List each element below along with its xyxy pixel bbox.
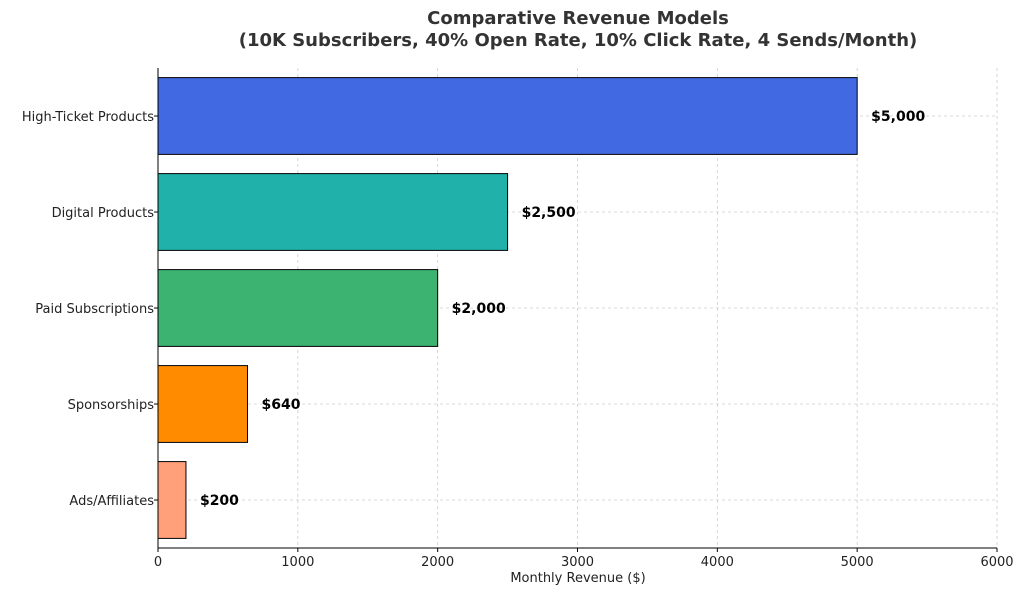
y-tick-label: Paid Subscriptions xyxy=(35,302,154,317)
value-label: $640 xyxy=(261,397,300,413)
value-label: $200 xyxy=(200,493,239,509)
y-tick-label: High-Ticket Products xyxy=(22,110,154,125)
y-tick-label: Digital Products xyxy=(52,206,155,221)
y-tick-label: Sponsorships xyxy=(68,398,155,413)
bar-sponsorships xyxy=(157,365,248,443)
value-label: $2,000 xyxy=(452,301,506,317)
x-tick-label: 1000 xyxy=(281,555,314,570)
bars xyxy=(157,77,858,539)
x-tick-label: 6000 xyxy=(980,555,1013,570)
x-tick-label: 5000 xyxy=(841,555,874,570)
value-label: $2,500 xyxy=(522,205,576,221)
bar-high-ticket-products xyxy=(157,77,858,155)
x-tick-label: 4000 xyxy=(701,555,734,570)
bar-ads-affiliates xyxy=(157,461,187,539)
x-axis-label: Monthly Revenue ($) xyxy=(510,571,645,586)
labels: $5,000 High-Ticket Products $2,500 Digital … xyxy=(22,109,1014,570)
bar-digital-products xyxy=(157,173,509,251)
x-tick-label: 3000 xyxy=(561,555,594,570)
value-label: $5,000 xyxy=(871,109,925,125)
chart-subtitle: (10K Subscribers, 40% Open Rate, 10% Cli… xyxy=(239,30,918,51)
chart-title: Comparative Revenue Models xyxy=(427,8,729,29)
axes xyxy=(154,68,998,552)
y-tick-label: Ads/Affiliates xyxy=(69,494,154,509)
x-tick-label: 0 xyxy=(154,555,162,570)
bar-paid-subscriptions xyxy=(157,269,439,347)
x-tick-label: 2000 xyxy=(421,555,454,570)
